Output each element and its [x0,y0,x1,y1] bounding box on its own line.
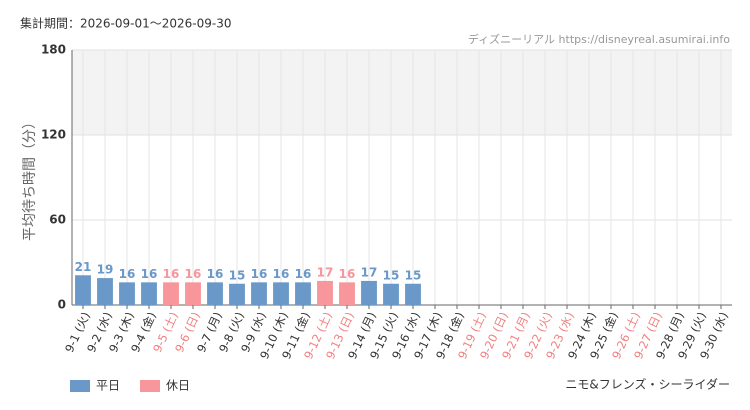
value-label: 15 [405,268,422,282]
bar [97,278,113,305]
value-label: 21 [75,260,92,274]
chart-title: 集計期間：2026-09-01～2026-09-30 [20,16,231,31]
value-label: 16 [251,267,268,281]
value-label: 16 [295,267,312,281]
value-label: 16 [141,267,158,281]
attraction-name: ニモ&フレンズ・シーライダー [565,377,730,392]
bar [141,282,157,305]
bar [75,275,91,305]
grid-band [72,220,732,305]
y-tick-label: 120 [41,128,66,142]
y-tick-label: 0 [58,298,66,312]
value-label: 15 [383,268,400,282]
value-label: 17 [317,265,334,279]
bar [317,280,333,305]
y-tick-label: 180 [41,43,66,57]
bar [229,283,245,305]
value-label: 17 [361,265,378,279]
value-label: 16 [339,267,356,281]
y-tick-label: 60 [49,213,66,227]
bar [251,282,267,305]
source: ディズニーリアル https://disneyreal.asumirai.inf… [468,32,730,46]
bar [361,280,377,305]
value-label: 16 [273,267,290,281]
value-label: 16 [185,267,202,281]
bar [405,283,421,305]
value-label: 16 [119,267,136,281]
legend-swatch [140,380,160,392]
bar [295,282,311,305]
legend-label: 平日 [96,379,120,393]
value-label: 15 [229,268,246,282]
grid-band [72,50,732,135]
bar [273,282,289,305]
value-label: 16 [163,267,180,281]
bar [207,282,223,305]
bar [383,283,399,305]
legend-swatch [70,380,90,392]
value-label: 16 [207,267,224,281]
bar [163,282,179,305]
bar [185,282,201,305]
bar [339,282,355,305]
bar [119,282,135,305]
y-axis-title: 平均待ち時間（分） [22,115,38,241]
value-label: 19 [97,263,114,277]
legend-label: 休日 [166,379,190,393]
